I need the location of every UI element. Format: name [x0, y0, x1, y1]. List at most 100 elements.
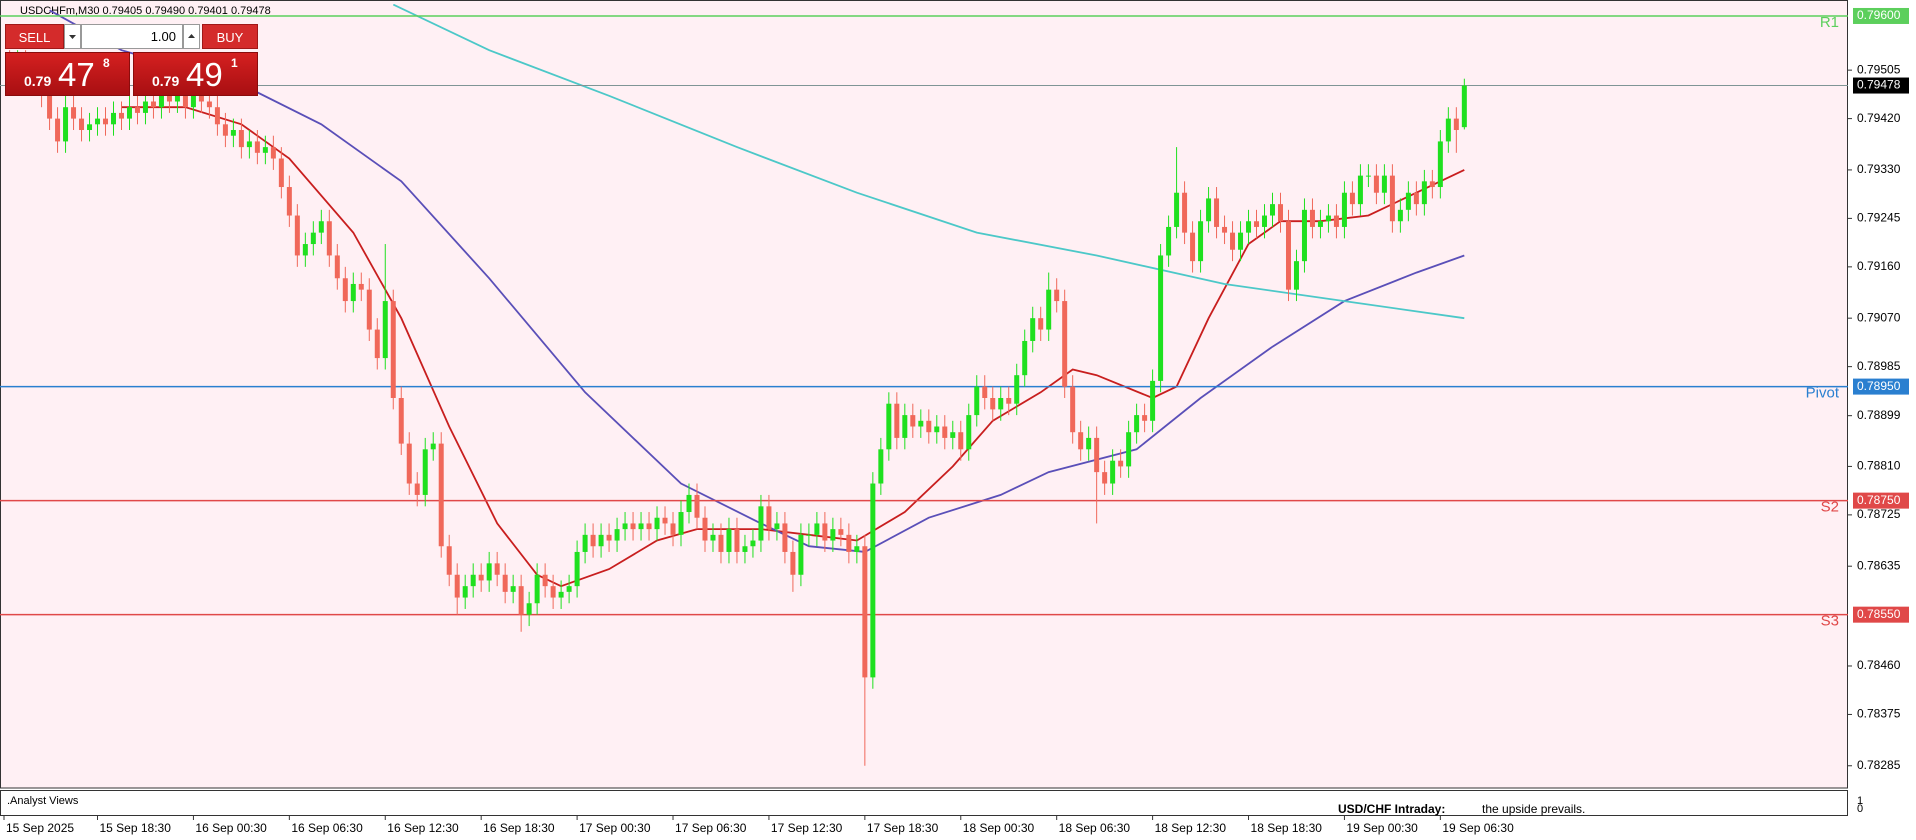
candle-body — [1198, 221, 1204, 262]
candle-body — [174, 95, 180, 102]
candle-body — [150, 101, 156, 108]
x-tick-label: 16 Sep 06:30 — [291, 821, 363, 835]
candle-body — [1325, 215, 1331, 222]
x-tick-label: 18 Sep 06:30 — [1059, 821, 1131, 835]
candle-body — [998, 397, 1004, 410]
candle-body — [550, 586, 556, 598]
x-tick-label: 18 Sep 12:30 — [1155, 821, 1227, 835]
buy-price[interactable]: 0.79 49 1 — [133, 52, 258, 96]
candle-body — [142, 101, 148, 113]
level-label: 0.78750 — [1857, 493, 1901, 507]
candle-body — [726, 529, 732, 552]
candle-body — [942, 426, 948, 438]
candle-body — [358, 283, 364, 290]
candle-body — [1118, 460, 1124, 467]
candle-body — [966, 415, 972, 450]
x-tick-label: 19 Sep 00:30 — [1346, 821, 1418, 835]
candle-body — [111, 112, 117, 125]
volume-input[interactable]: 1.00 — [81, 24, 183, 49]
sell-button[interactable]: SELL — [5, 24, 64, 49]
candle-body — [310, 232, 316, 245]
volume-up[interactable] — [183, 24, 200, 49]
candle-body — [230, 130, 236, 136]
candle-body — [1269, 204, 1275, 216]
candle-body — [1134, 415, 1140, 433]
candle-body — [302, 244, 308, 256]
candle-body — [494, 563, 500, 575]
candle-body — [1333, 215, 1339, 227]
candle-body — [1086, 437, 1092, 450]
candle-body — [1150, 380, 1156, 421]
candle-body — [1166, 226, 1172, 256]
candle-body — [1182, 192, 1188, 233]
candle-body — [1102, 472, 1108, 484]
price-small: 1 — [231, 56, 238, 70]
level-name: S3 — [1821, 613, 1839, 630]
candle-body — [830, 529, 836, 541]
arrow-down — [69, 35, 76, 39]
candle-body — [438, 443, 444, 547]
candle-body — [278, 158, 284, 188]
candle-body — [1078, 432, 1084, 450]
level-label: 0.78950 — [1857, 379, 1901, 393]
candle-body — [502, 574, 508, 592]
candle-body — [542, 574, 548, 587]
trade-panel: SELL 1.00 BUY 0.79 47 8 0.79 49 1 — [5, 24, 258, 96]
candle-body — [470, 574, 476, 587]
last-price-box — [1853, 77, 1909, 94]
candle-body — [1246, 221, 1252, 233]
candle-body — [414, 483, 420, 495]
x-tick-label: 17 Sep 00:30 — [579, 821, 651, 835]
buy-button[interactable]: BUY — [202, 24, 258, 49]
moving-average — [392, 4, 1465, 320]
y-tick-label: 0.78985 — [1857, 359, 1901, 373]
candle-body — [886, 403, 892, 450]
candle-body — [1158, 255, 1164, 381]
indicator-title: .Analyst Views — [7, 795, 79, 807]
candle-body — [790, 551, 796, 575]
volume-down[interactable] — [64, 24, 81, 49]
candle-body — [334, 255, 340, 279]
level-label-box — [1853, 7, 1909, 24]
candle-body — [510, 586, 516, 592]
x-tick-label: 15 Sep 2025 — [6, 821, 74, 835]
candle-body — [590, 534, 596, 547]
x-tick-label: 15 Sep 18:30 — [100, 821, 172, 835]
candle-body — [486, 563, 492, 581]
candle-body — [1341, 192, 1347, 227]
candle-body — [878, 449, 884, 484]
candle-body — [782, 523, 788, 552]
x-tick-label: 17 Sep 18:30 — [867, 821, 939, 835]
sell-price[interactable]: 0.79 47 8 — [5, 52, 130, 96]
candle-body — [846, 534, 852, 552]
candle-body — [710, 534, 716, 541]
indicator-tick-label: 0 — [1857, 803, 1863, 815]
candle-body — [382, 301, 388, 359]
candle-body — [1413, 192, 1419, 205]
candle-body — [63, 107, 69, 142]
candle-body — [638, 523, 644, 530]
level-name: R1 — [1820, 14, 1839, 31]
candle-body — [182, 95, 188, 108]
candle-body — [670, 523, 676, 535]
candle-body — [190, 95, 196, 108]
candle-body — [566, 586, 572, 592]
candle-body — [574, 551, 580, 587]
candle-body — [654, 517, 660, 530]
candle-body — [1062, 301, 1068, 387]
y-tick-label: 0.78375 — [1857, 707, 1901, 721]
indicator-window — [0, 790, 1848, 816]
candle-body — [598, 534, 604, 547]
candle-body — [1365, 175, 1371, 177]
price-prefix: 0.79 — [152, 73, 180, 89]
candle-body — [1054, 289, 1060, 302]
candle-body — [1094, 437, 1100, 473]
candle-body — [630, 523, 636, 530]
candle-body — [1222, 226, 1228, 233]
y-tick-label: 0.78725 — [1857, 507, 1901, 521]
candle-body — [518, 586, 524, 615]
candle-body — [254, 141, 260, 153]
plot-background — [0, 0, 1848, 788]
y-tick-label: 0.79330 — [1857, 162, 1901, 176]
y-tick-label: 0.78635 — [1857, 558, 1901, 572]
